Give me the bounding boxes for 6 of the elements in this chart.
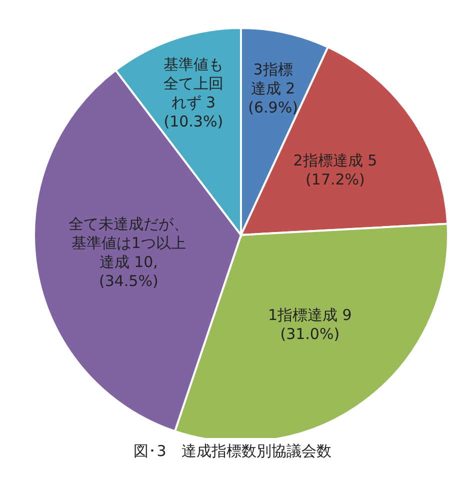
slice-label: 基準値も全て上回れず 3 (10.3%): [163, 55, 224, 130]
slice-label: 2指標達成 5 (17.2%): [293, 152, 378, 189]
text: 図･3 達成指標数別協議会数: [132, 442, 332, 461]
slice-label: 1指標達成 9 (31.0%): [268, 306, 352, 344]
slice-label: 全て未達成だが、基準値は1つ以上達成 10, (34.5%): [68, 215, 189, 290]
slice-label: 3指標達成 2 (6.9%): [248, 60, 298, 117]
